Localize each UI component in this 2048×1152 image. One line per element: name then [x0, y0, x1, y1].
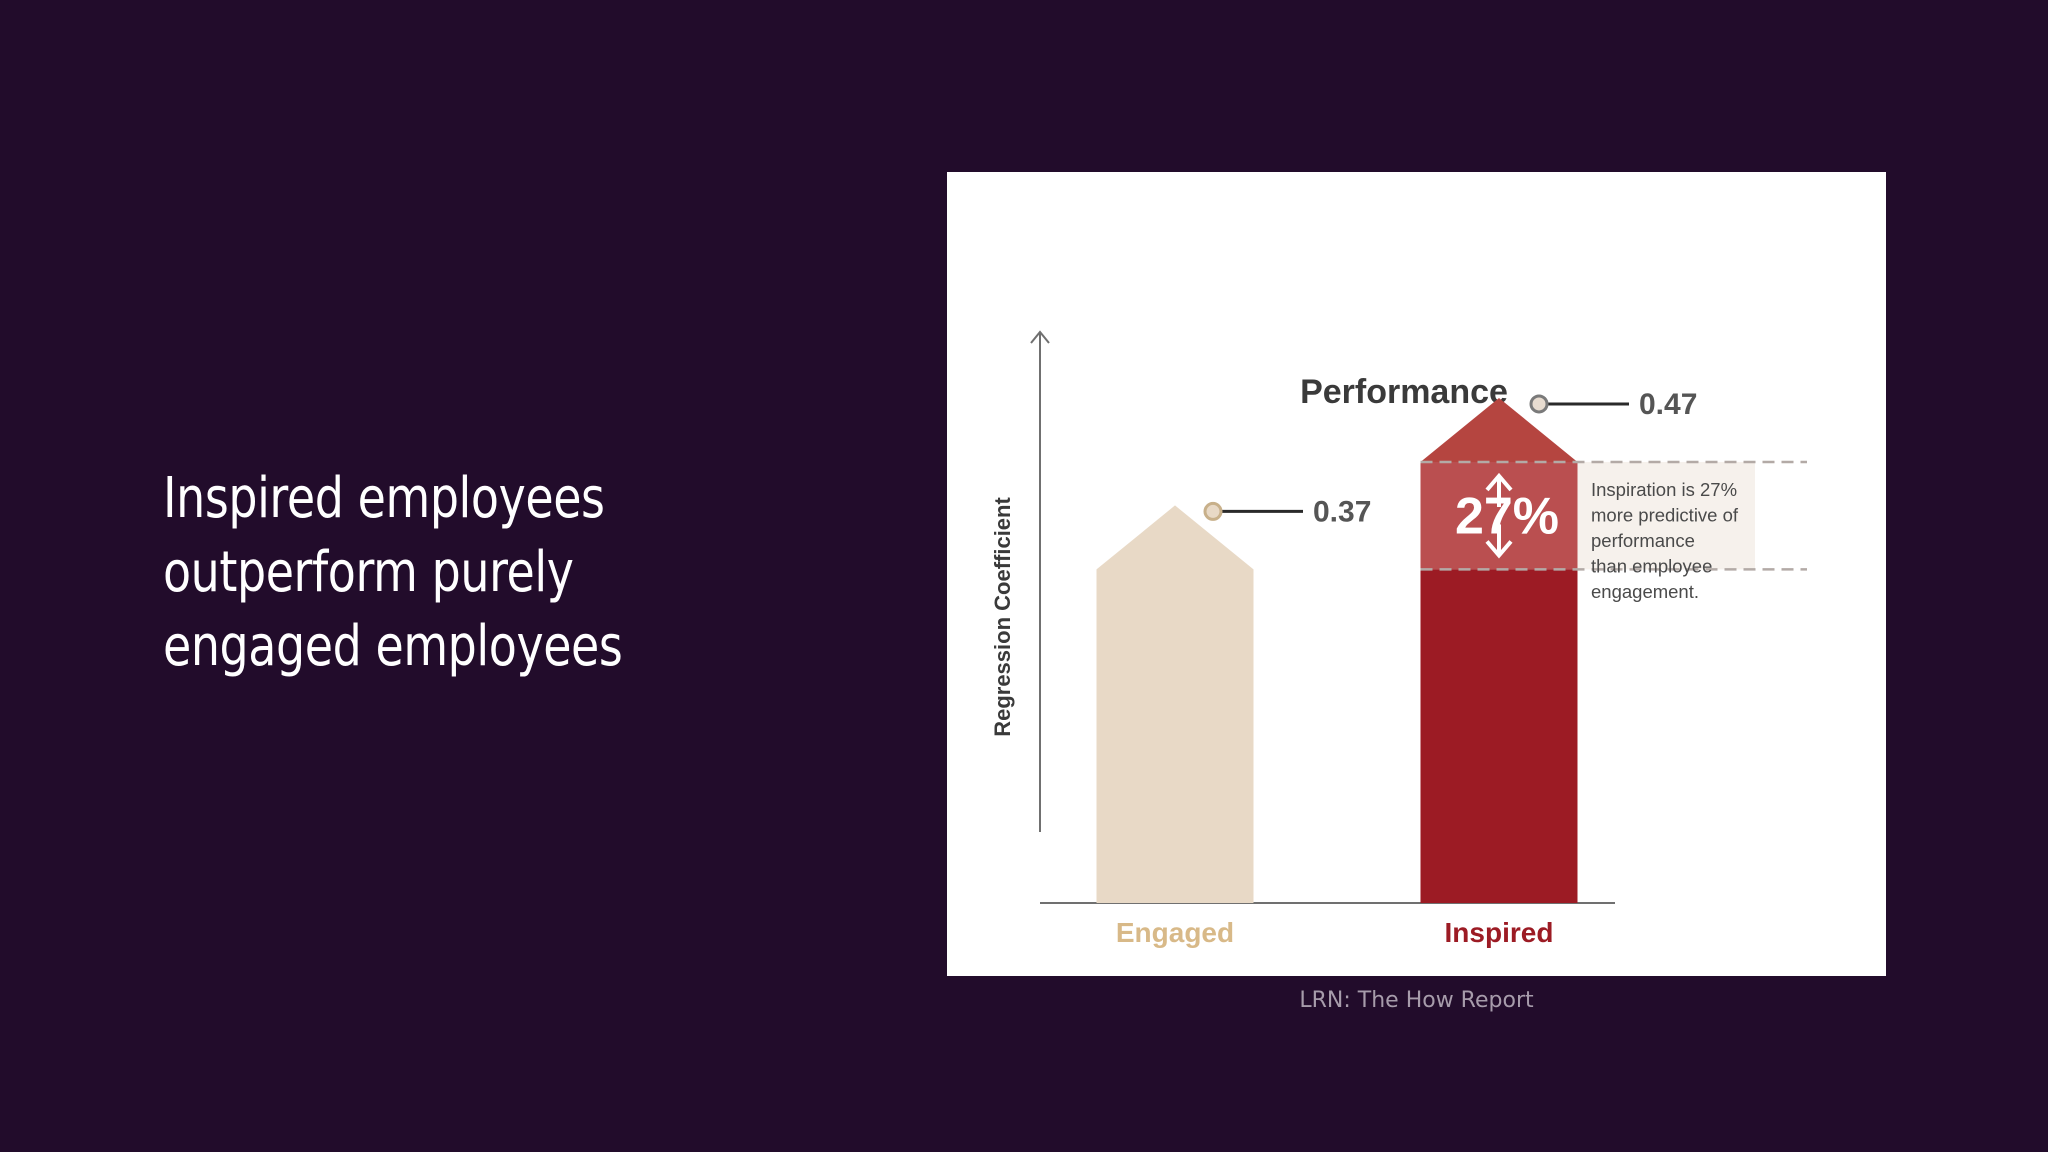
- slide-title: Inspired employees outperform purely eng…: [163, 466, 623, 679]
- difference-note: Inspiration is 27% more predictive of perf…: [1591, 479, 1739, 602]
- chart-figure: Regression Coefficient Performance 0.37 0…: [947, 172, 1886, 976]
- category-label-inspired: Inspired: [1445, 917, 1554, 948]
- chart-marks: 0.37 0.47 27% Inspiration is 27% more predic…: [1096, 388, 1807, 903]
- bar-inspired-tip: [1420, 397, 1578, 462]
- chart-title: Performance: [1300, 373, 1508, 411]
- difference-down-arrow-icon: [1485, 524, 1513, 559]
- y-axis-label: Regression Coefficient: [990, 497, 1015, 737]
- source-caption: LRN: The How Report: [1299, 988, 1534, 1013]
- bar-inspired: [1420, 569, 1578, 903]
- y-axis-arrowhead: [1030, 330, 1050, 344]
- value-marker-engaged: [1203, 501, 1223, 521]
- value-marker-inspired: [1529, 394, 1549, 414]
- value-label-engaged: 0.37: [1313, 495, 1371, 528]
- value-label-inspired: 0.47: [1639, 388, 1697, 421]
- difference-percent-label: 27%: [1455, 488, 1559, 546]
- category-label-engaged: Engaged: [1116, 917, 1234, 948]
- difference-up-arrow-icon: [1485, 472, 1513, 507]
- chart-svg: Regression Coefficient Performance 0.370…: [990, 330, 1807, 948]
- bar-engaged: [1096, 505, 1254, 903]
